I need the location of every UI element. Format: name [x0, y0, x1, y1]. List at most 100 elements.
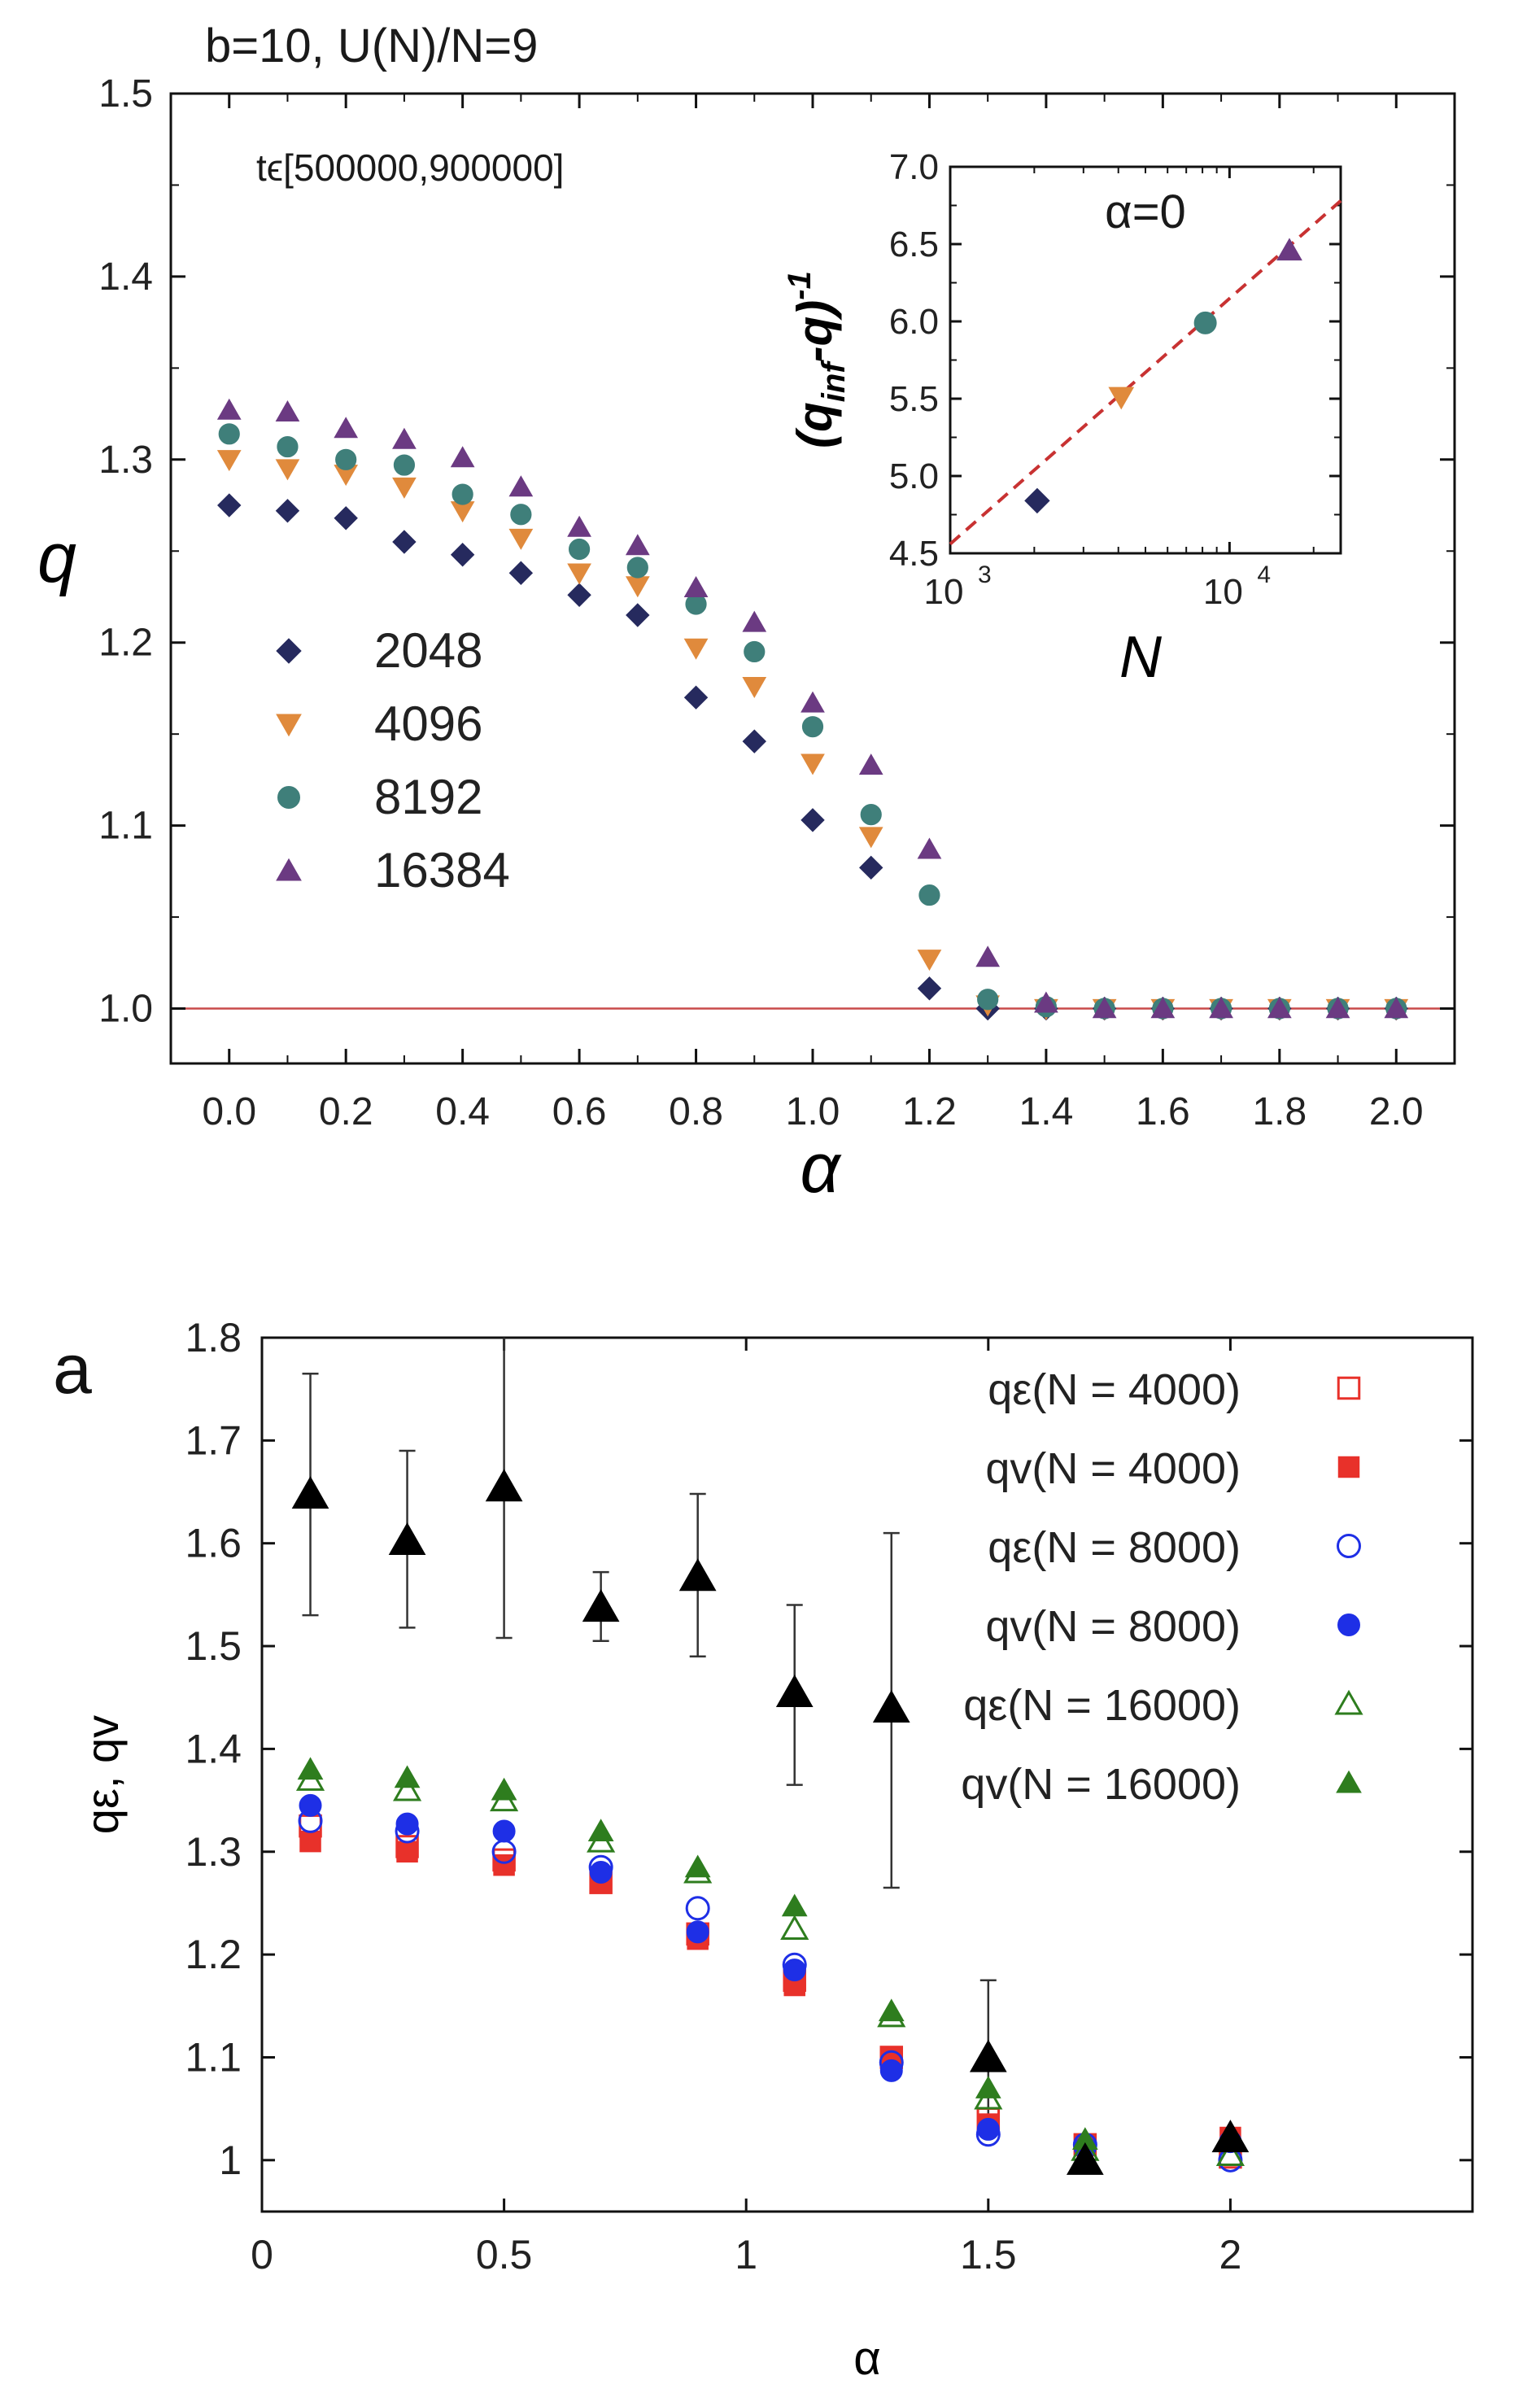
- x-tick-label: 2: [1219, 2232, 1241, 2277]
- black-triangle-point: [485, 1469, 523, 1502]
- data-point-qv(N = 4000): [493, 1854, 515, 1876]
- legend-label: qε(N = 16000): [963, 1681, 1241, 1730]
- bottom-axis-ticks: 0 0.5 1 1.5 2 1 1.1 1.2 1.3 1.4 1.5 1.6 1.7 1.8: [185, 1315, 1472, 2277]
- inset-fit-line-segment: [949, 199, 1342, 546]
- legend-marker: [1337, 1534, 1361, 1558]
- inset-point-4096: [1108, 386, 1135, 410]
- black-triangle-point: [1066, 2142, 1104, 2175]
- data-point-2048: [508, 561, 534, 585]
- top-data-points: [216, 398, 1409, 1021]
- data-point-2048: [392, 530, 417, 554]
- data-point-qv(N = 16000): [587, 1819, 614, 1841]
- data-point-16384: [1267, 997, 1292, 1019]
- legend-marker-4096: [276, 714, 302, 737]
- legend-label: qε(N = 8000): [988, 1523, 1241, 1572]
- legend-marker: [1334, 1689, 1363, 1715]
- y-tick-label: 1.3: [98, 439, 153, 482]
- x-tick-label: 1.5: [960, 2232, 1017, 2277]
- x-tick-label: 2.0: [1369, 1090, 1424, 1133]
- data-point-qv(N = 16000): [491, 1777, 517, 1801]
- top-chart-title: b=10, U(N)/N=9: [205, 20, 538, 72]
- bottom-plot-frame: [260, 1336, 1474, 2213]
- data-point-16384: [1209, 997, 1233, 1019]
- data-point-qv(N = 8000): [492, 1819, 516, 1843]
- bottom-data-points: [291, 1469, 1250, 2175]
- inset-x-axis-label: N: [1119, 625, 1163, 690]
- bottom-x-axis-label: α: [853, 2332, 881, 2385]
- inset-y-tick-label: 6.0: [889, 302, 939, 342]
- legend-marker-2048: [276, 638, 302, 664]
- svg-text:(qinf-q)-1: (qinf-q)-1: [782, 271, 852, 448]
- data-point-qε(N = 16000): [780, 1915, 809, 1941]
- data-point-16384: [392, 427, 417, 449]
- inset-point-16384: [1276, 238, 1302, 261]
- data-point-16384: [625, 534, 650, 556]
- legend-label: 2048: [374, 623, 482, 678]
- black-triangle-point: [969, 2039, 1007, 2072]
- data-point-2048: [626, 603, 650, 627]
- data-point-8192: [510, 504, 532, 526]
- legend-marker: [1337, 1456, 1360, 1478]
- black-triangle-point: [678, 1558, 717, 1592]
- data-point-2048: [742, 729, 766, 753]
- x-tick-label: 0.5: [476, 2232, 533, 2277]
- y-tick-label: 1: [219, 2138, 242, 2183]
- top-y-axis-label: q: [37, 519, 76, 597]
- data-point-16384: [508, 475, 534, 497]
- top-chart: b=10, U(N)/N=9 0.0 0.2 0.4 0.6 0.8 1.0 1.2 1.4 1…: [37, 20, 1456, 1207]
- data-point-16384: [742, 610, 767, 632]
- data-point-16384: [858, 753, 883, 775]
- data-point-16384: [1092, 997, 1117, 1019]
- inset-x-tick-label: 10: [924, 572, 964, 612]
- data-point-8192: [218, 423, 240, 445]
- inset-chart: 4.5 5.0 5.5 6.0 6.5 7.0 10 3 10 4 α=0 N (qinf-q)-…: [782, 147, 1342, 690]
- inset-fit-line: [949, 199, 1342, 546]
- data-point-qv(N = 16000): [975, 2076, 1001, 2098]
- bottom-chart: a 0 0.5 1 1.5 2 1 1.1 1.2 1.3 1.4 1.5 1.6 1.7 1.8 qε(…: [53, 1315, 1474, 2385]
- legend-marker-16384: [276, 858, 302, 881]
- data-point-qv(N = 16000): [297, 1757, 324, 1780]
- data-point-2048: [683, 685, 709, 710]
- data-point-16384: [801, 691, 825, 713]
- data-point-qv(N = 8000): [299, 1793, 322, 1817]
- data-point-qε(N = 8000): [685, 1896, 710, 1921]
- data-point-qv(N = 8000): [879, 2059, 903, 2082]
- data-point-4096: [742, 676, 767, 699]
- black-triangle-point: [1211, 2120, 1250, 2153]
- inset-y-tick-label: 4.5: [889, 534, 939, 574]
- data-point-8192: [977, 989, 999, 1011]
- data-point-qv(N = 8000): [686, 1920, 709, 1944]
- data-point-4096: [216, 450, 242, 472]
- legend-label: qε(N = 4000): [988, 1365, 1241, 1414]
- top-x-axis-label: α: [800, 1129, 842, 1207]
- data-point-4096: [917, 950, 942, 972]
- data-point-16384: [275, 400, 300, 422]
- data-point-2048: [334, 506, 358, 531]
- black-triangle-point: [291, 1476, 329, 1509]
- x-tick-label: 0.0: [202, 1090, 256, 1133]
- data-point-2048: [801, 808, 825, 832]
- inset-y-axis-label: (qinf-q)-1: [782, 271, 852, 448]
- inset-data-points: [1024, 238, 1302, 514]
- data-point-16384: [1384, 997, 1409, 1019]
- data-point-2048: [275, 499, 300, 523]
- inset-y-tick-label: 7.0: [889, 147, 939, 187]
- data-point-2048: [450, 543, 475, 567]
- legend-label: 4096: [374, 697, 482, 751]
- data-point-2048: [859, 855, 883, 880]
- data-point-qε(N = 16000): [1215, 2141, 1245, 2167]
- data-point-16384: [334, 417, 359, 439]
- legend-marker: [1337, 1614, 1360, 1636]
- data-point-2048: [917, 976, 942, 1001]
- inset-point-8192: [1193, 311, 1217, 334]
- data-point-4096: [275, 459, 300, 481]
- data-point-qv(N = 8000): [976, 2117, 1000, 2141]
- data-point-16384: [1150, 997, 1176, 1019]
- data-point-qv(N = 16000): [394, 1765, 421, 1788]
- legend-label: 16384: [374, 843, 510, 897]
- inset-axis-ticks: 4.5 5.0 5.5 6.0 6.5 7.0 10 3 10 4: [889, 147, 1341, 612]
- legend-marker-8192: [277, 786, 300, 809]
- y-tick-label: 1.2: [98, 622, 153, 665]
- x-tick-label: 0.4: [435, 1090, 490, 1133]
- data-point-16384: [567, 515, 591, 537]
